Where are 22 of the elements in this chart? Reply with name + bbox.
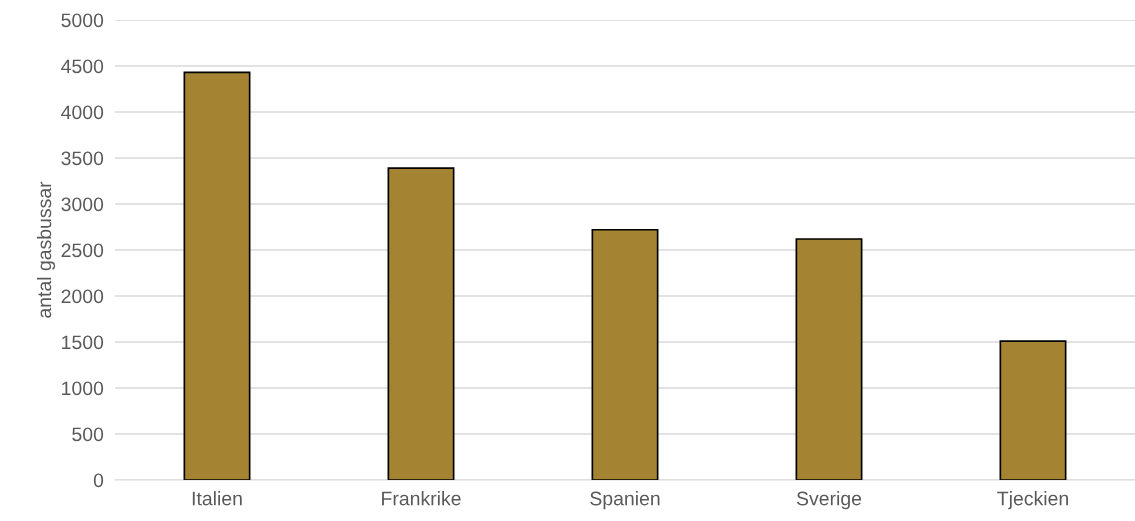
bar bbox=[183, 71, 251, 480]
y-tick-label: 4500 bbox=[61, 59, 104, 74]
y-axis-title: antal gasbussar bbox=[36, 181, 56, 318]
y-tick-label: 2000 bbox=[61, 289, 104, 304]
y-tick-label: 3500 bbox=[61, 151, 104, 166]
y-tick-label: 4000 bbox=[61, 105, 104, 120]
x-tick-label: Tjeckien bbox=[997, 491, 1068, 510]
y-tick-label: 0 bbox=[93, 473, 104, 488]
x-tick-label: Frankrike bbox=[382, 491, 461, 506]
bar bbox=[387, 167, 455, 480]
y-tick-label: 3000 bbox=[61, 197, 104, 212]
bar bbox=[591, 228, 659, 480]
y-tick-label: 500 bbox=[72, 427, 104, 442]
x-tick-label: Italien bbox=[192, 491, 242, 506]
x-tick-label: Sverige bbox=[796, 491, 862, 510]
bar bbox=[795, 238, 863, 480]
x-tick-label: Spanien bbox=[590, 491, 660, 510]
y-tick-label: 2500 bbox=[61, 243, 104, 258]
y-tick-label: 5000 bbox=[61, 13, 104, 28]
y-tick-label: 1000 bbox=[62, 381, 104, 396]
bar bbox=[999, 340, 1067, 480]
y-tick-label: 1500 bbox=[62, 335, 104, 350]
